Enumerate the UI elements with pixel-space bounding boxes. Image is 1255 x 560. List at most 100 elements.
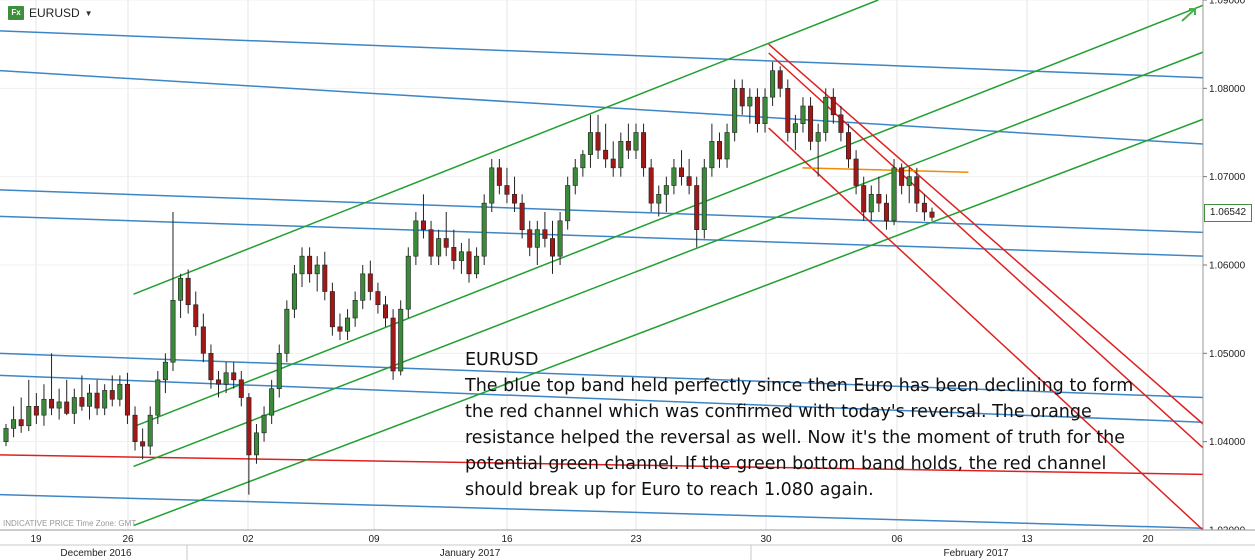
candle-body — [3, 428, 9, 442]
x-tick-label: 13 — [1021, 534, 1033, 545]
candle-body — [405, 255, 411, 310]
annotation-body: The blue top band held perfectly since t… — [465, 376, 1134, 500]
candle — [785, 79, 791, 142]
candle — [420, 194, 426, 239]
y-tick-label: 1.07000 — [1209, 172, 1246, 183]
chart-header[interactable]: Fx EURUSD ▼ — [8, 6, 93, 20]
trend-arrow-icon[interactable] — [1180, 6, 1198, 24]
candle — [481, 194, 487, 265]
candle — [899, 163, 905, 195]
candle-body — [906, 176, 912, 186]
y-axis: 1.030001.040001.050001.060001.070001.080… — [1202, 0, 1255, 537]
trend-lines — [0, 0, 1204, 531]
candle-body — [762, 96, 768, 124]
candle — [33, 393, 39, 424]
candle — [861, 176, 867, 221]
month-label: February 2017 — [943, 548, 1008, 559]
candle — [724, 123, 730, 168]
candle-body — [428, 229, 434, 257]
candle-body — [792, 123, 798, 133]
candle-body — [162, 361, 168, 381]
candle-body — [466, 251, 472, 275]
candle-body — [572, 167, 578, 186]
candle — [565, 176, 571, 230]
candle-body — [451, 247, 457, 261]
candle — [231, 362, 237, 389]
candle — [610, 141, 616, 177]
candle-body — [329, 291, 335, 328]
candle — [193, 291, 199, 336]
candle — [580, 150, 586, 177]
candle-body — [853, 158, 859, 186]
candle-body — [238, 379, 244, 398]
y-axis-background — [1203, 0, 1255, 530]
candle — [595, 114, 601, 159]
candle-body — [747, 96, 753, 107]
candle-body — [56, 401, 62, 409]
y-tick-label: 1.08000 — [1209, 84, 1246, 95]
candle-body — [375, 291, 381, 306]
fx-badge: Fx — [8, 6, 24, 20]
candle — [117, 375, 123, 407]
candle-body — [276, 353, 282, 389]
candle — [663, 176, 669, 212]
candle-body — [519, 202, 525, 230]
candle — [390, 309, 396, 380]
candle — [618, 132, 624, 177]
candle — [679, 150, 685, 186]
candle — [800, 97, 806, 133]
chevron-down-icon[interactable]: ▼ — [84, 8, 93, 18]
candle — [178, 273, 184, 318]
candle-body — [413, 220, 419, 257]
candle-body — [420, 220, 426, 230]
candle — [405, 247, 411, 318]
candle-body — [398, 308, 404, 372]
candle-body — [443, 238, 449, 248]
candle-body — [33, 406, 39, 416]
candle — [549, 220, 555, 274]
x-tick-label: 30 — [760, 534, 772, 545]
candle — [428, 220, 434, 265]
candle — [641, 123, 647, 177]
candle-body — [686, 176, 692, 186]
candle — [71, 388, 77, 424]
candle — [557, 212, 563, 265]
y-tick-label: 1.09000 — [1209, 0, 1246, 7]
candle — [709, 123, 715, 177]
annotation-text: EURUSD The blue top band held perfectly … — [465, 347, 1155, 503]
candle — [79, 375, 85, 411]
candle-body — [815, 132, 821, 142]
candle-body — [86, 392, 92, 407]
candle — [929, 207, 935, 221]
x-tick-label: 02 — [242, 534, 254, 545]
candle-body — [474, 255, 480, 275]
candle-body — [322, 264, 328, 292]
candle — [170, 212, 176, 371]
candle — [671, 159, 677, 195]
candle-body — [595, 132, 601, 151]
candle — [883, 194, 889, 230]
candle-body — [102, 390, 108, 409]
trend-line-blue-1 — [0, 69, 1204, 145]
candle — [754, 88, 760, 133]
candle-body — [808, 105, 814, 142]
footer-note: INDICATIVE PRICE Time Zone: GMT — [3, 519, 137, 528]
candle — [155, 371, 161, 424]
candle — [633, 123, 639, 159]
candle-body — [155, 379, 161, 416]
candle — [216, 371, 222, 398]
candle — [466, 238, 472, 283]
candle — [284, 300, 290, 363]
candle-body — [49, 398, 55, 409]
candle — [185, 269, 191, 314]
candle-body — [557, 220, 563, 257]
candle-body — [216, 379, 222, 385]
candle-body — [132, 414, 138, 442]
candle — [686, 159, 692, 195]
candle-body — [709, 141, 715, 169]
candle — [299, 247, 305, 288]
candle — [527, 220, 533, 257]
candle-body — [565, 185, 571, 222]
candle-body — [489, 167, 495, 204]
candle-body — [610, 158, 616, 169]
